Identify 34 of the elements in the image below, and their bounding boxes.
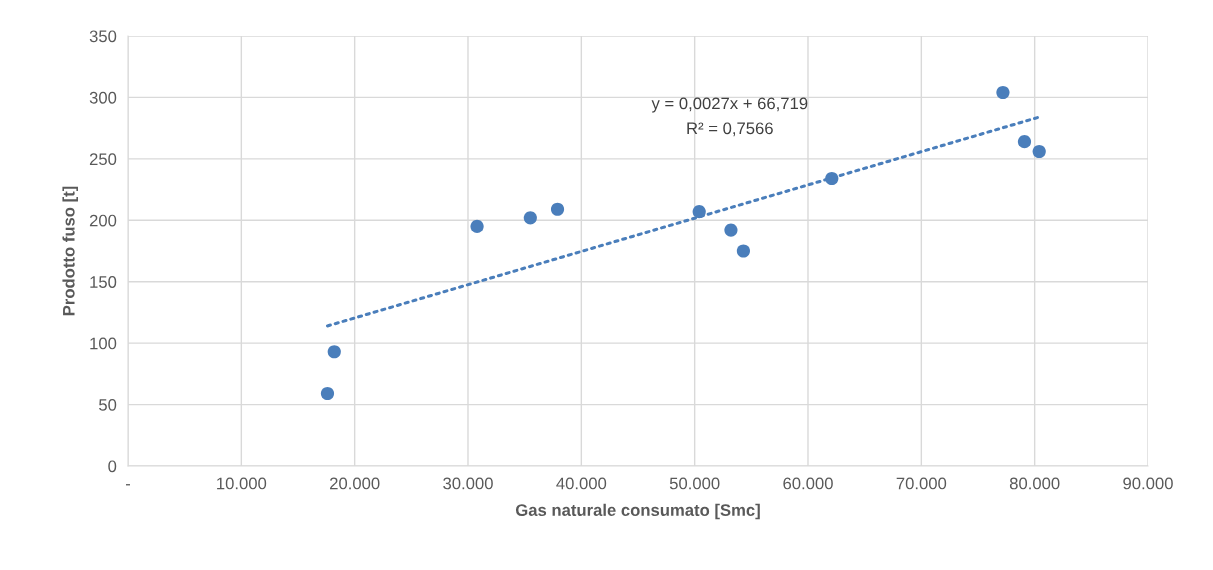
y-tick-label: 200 (89, 214, 117, 227)
x-tick-label: 80.000 (1009, 477, 1060, 490)
point (1017, 135, 1032, 149)
point (523, 211, 537, 225)
point (470, 219, 484, 234)
x-tick-label: - (125, 484, 131, 486)
y-axis-title: Prodotto fuso [t] (62, 186, 78, 316)
y-tick-label: 300 (89, 91, 117, 104)
y-tick-label: 0 (108, 460, 117, 473)
x-tick-label: 50.000 (669, 477, 720, 490)
annotation: y = 0,0027x + 66,719 (651, 97, 808, 113)
x-axis-title: Gas naturale consumato [Smc] (515, 503, 760, 520)
x-tick-label: 90.000 (1123, 477, 1173, 490)
y-tick-label: 50 (99, 398, 117, 411)
y-tick-label: 250 (89, 153, 117, 166)
point (692, 205, 706, 219)
x-tick-label: 10.000 (217, 477, 267, 490)
x-tick-label: 70.000 (896, 477, 947, 490)
point (327, 345, 341, 359)
point (825, 171, 839, 186)
y-tick-label: 100 (90, 337, 117, 350)
y-tick-label: 150 (90, 276, 117, 288)
point (996, 85, 1010, 100)
point (736, 244, 750, 258)
point (1032, 144, 1046, 159)
x-tick-label: 60.000 (783, 477, 833, 490)
point (320, 386, 335, 401)
x-tick-label: 20.000 (330, 477, 380, 490)
x-tick-label: 30.000 (443, 477, 493, 490)
point (724, 223, 738, 237)
annotation: R² = 0,7566 (687, 122, 773, 137)
x-tick-label: 40.000 (556, 477, 607, 490)
y-tick-label: 350 (89, 30, 117, 43)
point (550, 202, 565, 216)
